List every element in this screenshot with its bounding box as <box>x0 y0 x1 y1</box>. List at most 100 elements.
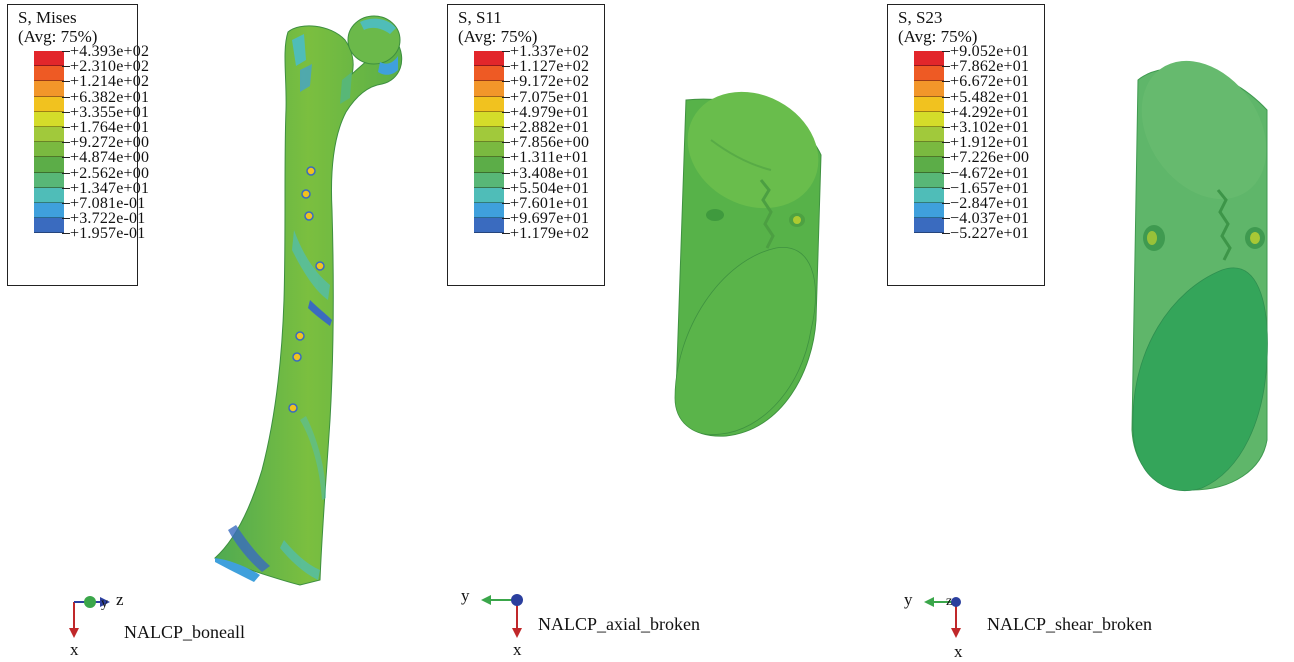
axis-label-x: x <box>954 642 963 661</box>
panel-s23: S, S23 (Avg: 75%) +9.052e+01 +7.862e+01 … <box>862 0 1294 661</box>
legend-value: +3.408e+01 <box>510 164 590 182</box>
legend-subtitle: (Avg: 75%) <box>458 27 538 46</box>
colorbar-tick <box>502 233 510 235</box>
legend-value: +7.601e+01 <box>510 194 590 212</box>
colorbar-segment <box>914 81 944 97</box>
legend-value: +1.179e+02 <box>510 225 590 243</box>
legend-subtitle: (Avg: 75%) <box>18 27 98 46</box>
colorbar-segment <box>914 142 944 158</box>
colorbar-segment <box>914 157 944 173</box>
colorbar-segment <box>34 172 64 188</box>
colorbar-tick <box>942 203 950 204</box>
legend-value: +6.672e+01 <box>950 73 1030 91</box>
legend-value: −2.847e+01 <box>950 194 1030 212</box>
axis-label-y: y <box>904 590 913 609</box>
colorbar-tick <box>942 142 950 144</box>
colorbar-segment <box>34 157 64 173</box>
femur-model <box>214 15 403 586</box>
colorbar-segment <box>914 202 944 219</box>
colorbar-tick <box>62 96 70 98</box>
legend-value: +1.311e+01 <box>510 149 589 167</box>
colorbar-tick <box>942 172 950 174</box>
legend-value: +7.862e+01 <box>950 58 1030 76</box>
legend-value: +3.355e+01 <box>70 103 150 121</box>
colorbar-segment <box>914 111 944 127</box>
colorbar-segment <box>34 96 64 112</box>
axial-cylinder-model <box>674 91 822 437</box>
colorbar-segment <box>34 142 64 158</box>
legend-value: −4.672e+01 <box>950 164 1030 182</box>
colorbar-tick <box>502 51 510 52</box>
legend-labels: +9.052e+01 +7.862e+01 +6.672e+01 +5.482e… <box>950 43 1030 241</box>
legend-value: +3.722e-01 <box>70 210 146 228</box>
colorbar-tick <box>942 81 950 83</box>
colorbar-segment <box>474 142 504 158</box>
colorbar-tick <box>502 203 510 204</box>
colorbar-tick <box>62 66 70 68</box>
legend-value: +2.310e+02 <box>70 58 150 76</box>
model-name: NALCP_axial_broken <box>538 614 700 634</box>
colorbar-segment <box>34 126 64 143</box>
axis-label-x: x <box>70 640 79 659</box>
legend-value: +2.882e+01 <box>510 118 590 136</box>
colorbar-segment <box>474 111 504 127</box>
colorbar-segment <box>474 96 504 112</box>
legend-value: +4.292e+01 <box>950 103 1030 121</box>
colorbar-segment <box>474 187 504 203</box>
legend-value: +7.075e+01 <box>510 88 590 106</box>
legend-value: +1.127e+02 <box>510 58 590 76</box>
legend-value: +2.562e+00 <box>70 164 150 182</box>
colorbar-segment <box>914 172 944 188</box>
legend-value: +5.504e+01 <box>510 179 590 197</box>
legend-value: +6.382e+01 <box>70 88 150 106</box>
legend-value: +1.347e+01 <box>70 179 150 197</box>
colorbar-tick <box>502 127 510 128</box>
colorbar-tick <box>62 157 70 159</box>
legend-title: S, S23 <box>898 8 943 27</box>
axis-label-y: y <box>461 586 470 605</box>
legend-s23: S, S23 (Avg: 75%) +9.052e+01 +7.862e+01 … <box>887 4 1045 286</box>
colorbar-segment <box>914 218 944 234</box>
colorbar-segment <box>474 202 504 219</box>
colorbar-tick <box>502 187 510 189</box>
colorbar-segment <box>474 218 504 234</box>
colorbar-segment <box>914 51 944 67</box>
axis-triad <box>481 594 523 638</box>
colorbar-tick <box>62 187 70 189</box>
colorbar-segment <box>474 126 504 143</box>
colorbar-segment <box>474 81 504 97</box>
colorbar-tick <box>502 96 510 98</box>
axis-label-z: z <box>946 594 953 609</box>
legend-subtitle: (Avg: 75%) <box>898 27 978 46</box>
colorbar-tick <box>62 51 70 52</box>
colorbar-tick <box>502 172 510 174</box>
colorbar-tick <box>502 66 510 68</box>
legend-title: S, Mises <box>18 8 77 27</box>
axis-triad <box>924 597 961 638</box>
legend-value: +9.172e+02 <box>510 73 590 91</box>
legend-value: +9.052e+01 <box>950 43 1030 60</box>
legend-value: +1.764e+01 <box>70 118 150 136</box>
colorbar-tick <box>62 233 70 235</box>
colorbar-tick <box>942 157 950 159</box>
colorbar <box>474 51 504 234</box>
colorbar-tick <box>942 233 950 235</box>
colorbar-segment <box>34 187 64 203</box>
colorbar-tick <box>502 157 510 159</box>
model-name: NALCP_shear_broken <box>987 614 1152 634</box>
legend-value: +1.337e+02 <box>510 43 590 60</box>
legend-value: +5.482e+01 <box>950 88 1030 106</box>
colorbar-tick <box>942 218 950 220</box>
colorbar-tick <box>62 142 70 144</box>
model-name: NALCP_boneall <box>124 622 245 642</box>
legend-value: +1.957e-01 <box>70 225 146 243</box>
legend-value: +4.393e+02 <box>70 43 150 60</box>
legend-value: +4.979e+01 <box>510 103 590 121</box>
colorbar-segment <box>474 157 504 173</box>
colorbar-segment <box>914 66 944 82</box>
colorbar-segment <box>914 187 944 203</box>
colorbar-tick <box>62 203 70 204</box>
axis-label-x: x <box>513 640 522 659</box>
colorbar-segment <box>34 66 64 82</box>
legend-value: +7.081e-01 <box>70 194 146 212</box>
